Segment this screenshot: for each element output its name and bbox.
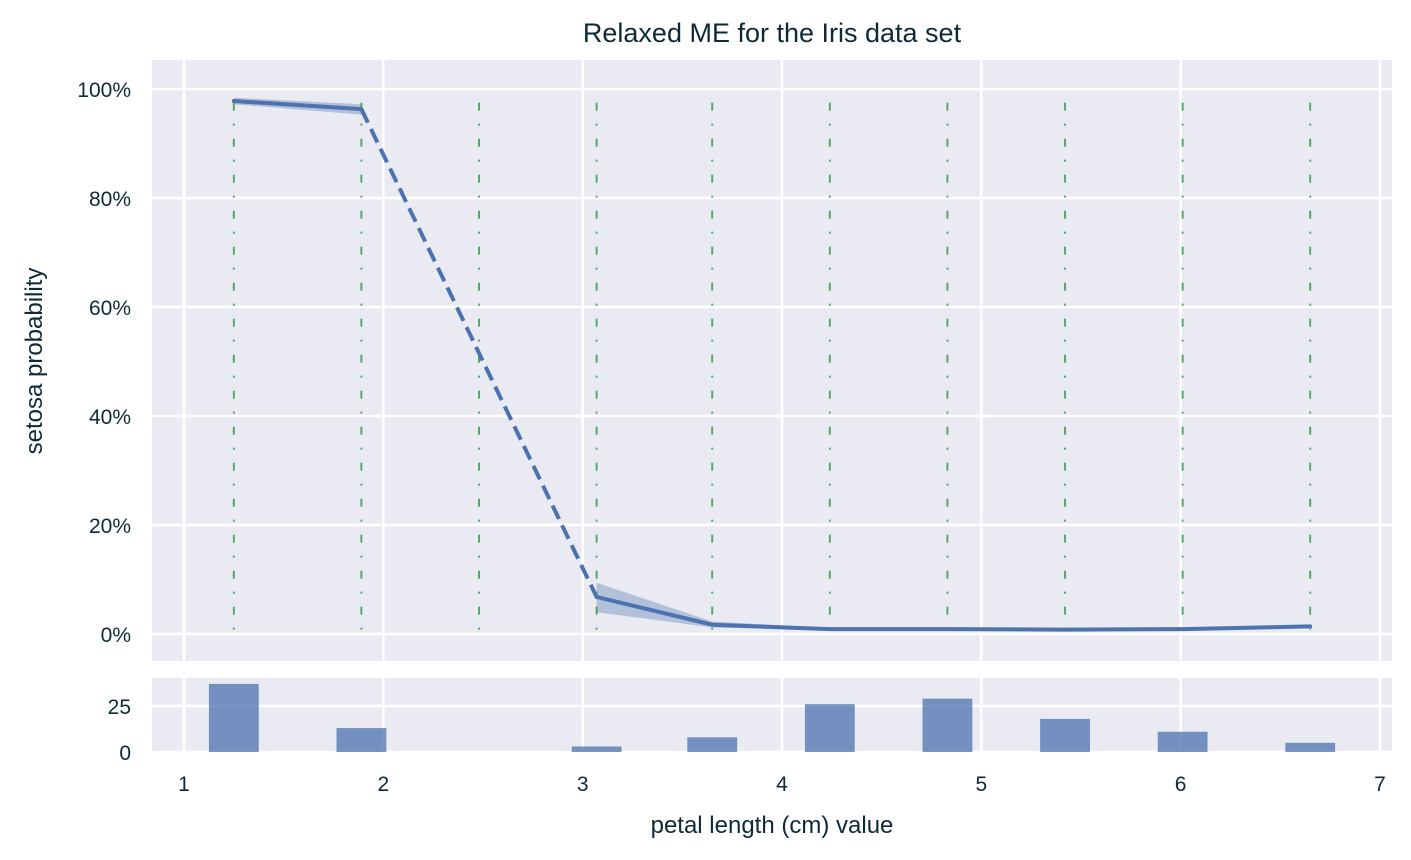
- histogram-y-tick-labels: 0 25: [108, 696, 131, 765]
- probability-line: [594, 594, 1313, 632]
- y-tick-label: 20%: [89, 515, 131, 538]
- histogram-bar: [208, 683, 259, 752]
- histogram-y-tick-label: 25: [108, 696, 131, 719]
- chart-title: Relaxed ME for the Iris data set: [583, 18, 962, 48]
- histogram-bar: [1040, 718, 1090, 752]
- y-tick-label: 60%: [89, 297, 131, 320]
- x-tick-label: 7: [1374, 773, 1386, 796]
- x-tick-label: 3: [577, 773, 589, 796]
- histogram-bar: [687, 737, 738, 752]
- main-plot-background: [152, 60, 1392, 661]
- x-axis-label: petal length (cm) value: [651, 812, 894, 839]
- histogram-y-tick-label: 0: [119, 742, 131, 765]
- histogram-bar: [1285, 742, 1336, 752]
- interpolated-dashed-line: [359, 108, 599, 598]
- histogram-bar: [571, 746, 622, 752]
- probability-series: [231, 97, 1313, 632]
- histogram-bar: [804, 704, 855, 752]
- x-tick-label: 6: [1175, 773, 1187, 796]
- histogram-bar: [336, 728, 387, 752]
- main-axes: 0% 20% 40% 60% 80% 100%: [77, 60, 1392, 661]
- y-tick-label: 100%: [77, 79, 131, 102]
- histogram-axes: 0 25 1 2 3 4 5 6 7: [108, 678, 1392, 796]
- histogram-bar: [922, 698, 973, 752]
- x-tick-label: 5: [975, 773, 987, 796]
- x-tick-label: 1: [178, 773, 190, 796]
- probability-line: [231, 98, 364, 112]
- x-tick-label: 4: [776, 773, 788, 796]
- histogram-bar: [1157, 731, 1208, 752]
- main-gridlines: [152, 60, 1392, 661]
- y-tick-label: 0%: [101, 624, 131, 647]
- x-tick-label: 2: [377, 773, 389, 796]
- y-tick-label: 80%: [89, 188, 131, 211]
- y-tick-label: 40%: [89, 406, 131, 429]
- histogram-bars: [208, 683, 1336, 752]
- y-axis-label: setosa probability: [21, 268, 48, 455]
- y-tick-labels: 0% 20% 40% 60% 80% 100%: [77, 79, 131, 647]
- x-tick-labels: 1 2 3 4 5 6 7: [178, 773, 1386, 796]
